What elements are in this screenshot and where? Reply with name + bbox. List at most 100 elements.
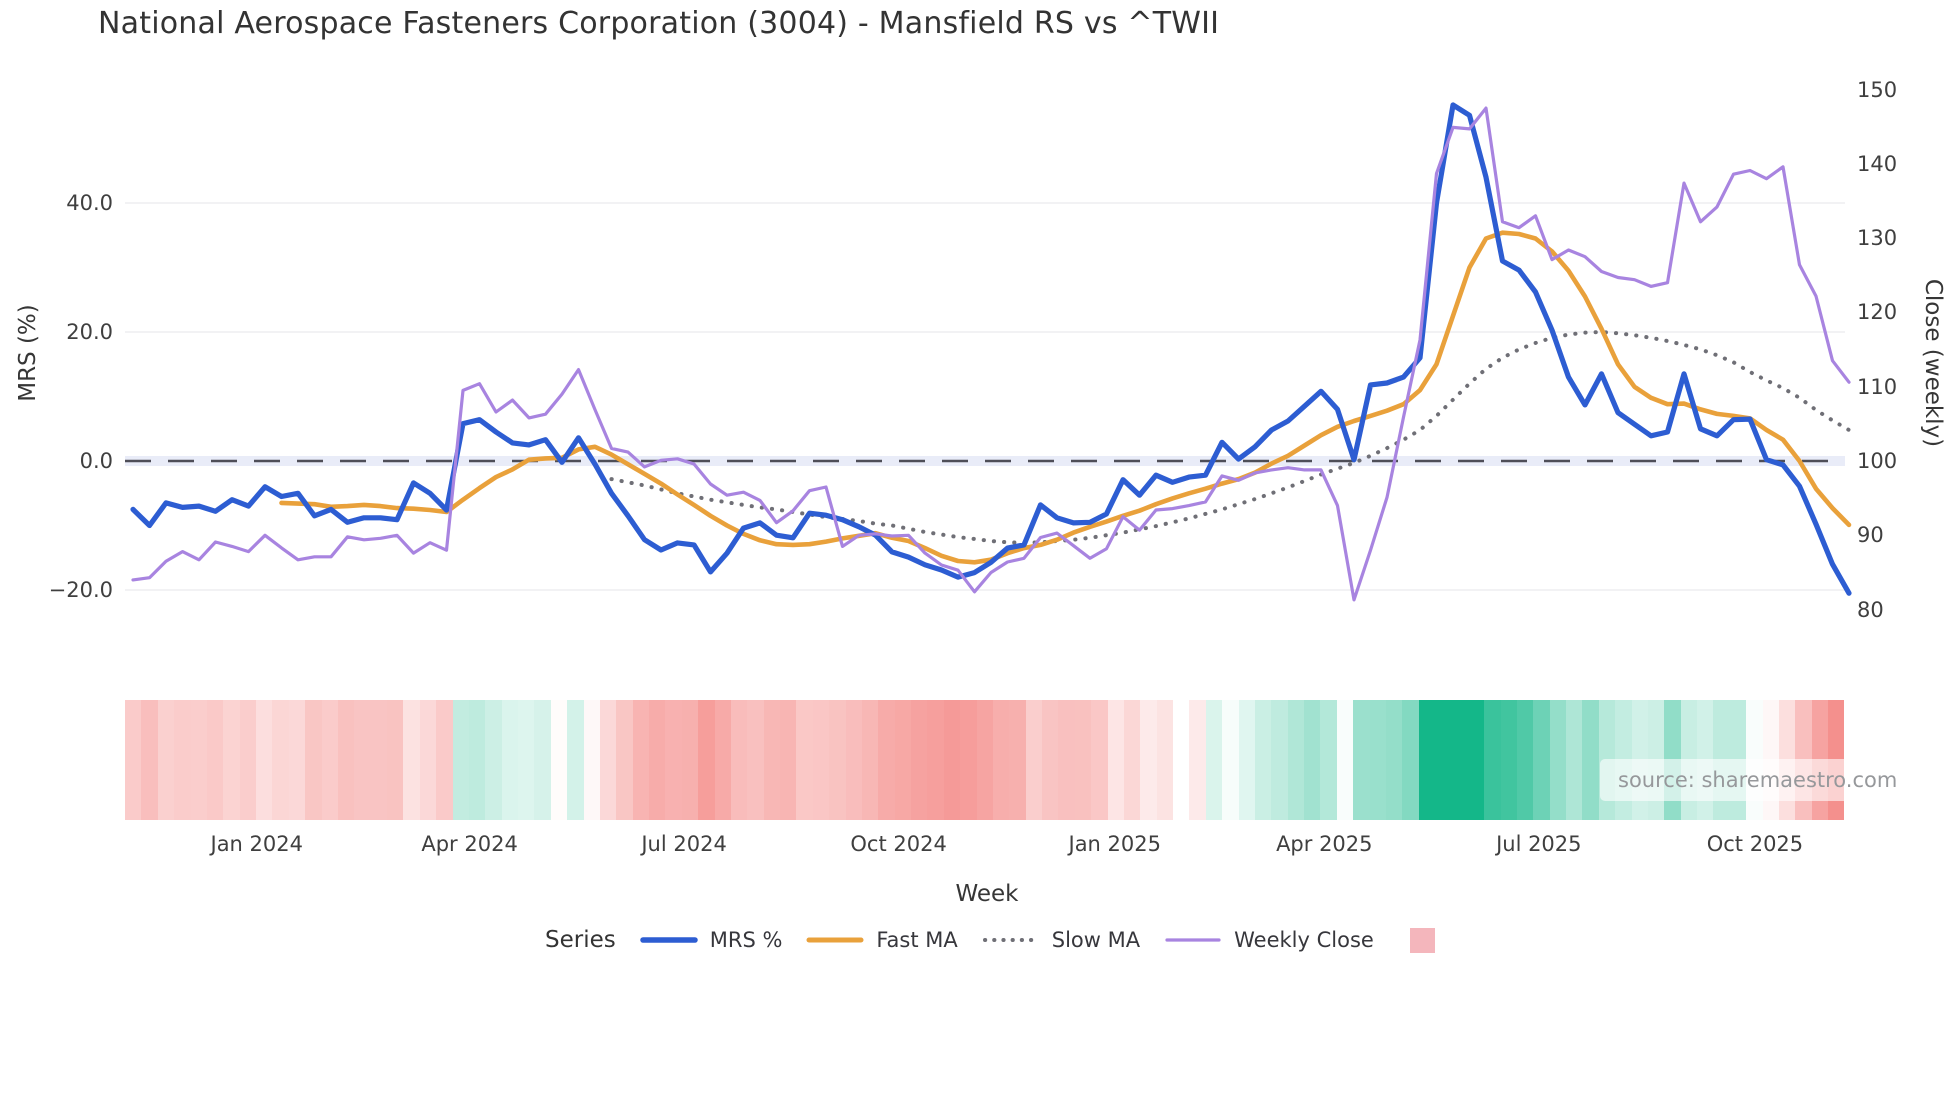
y-right-tick-label: 150 <box>1857 77 1898 102</box>
legend-item-slow-ma: Slow MA <box>982 928 1140 952</box>
heatmap-cell <box>1500 700 1517 820</box>
heatmap-cell <box>1058 700 1075 820</box>
heatmap-cell <box>501 700 518 820</box>
heatmap-cell <box>223 700 240 820</box>
x-tick-label: Apr 2025 <box>1276 832 1373 856</box>
heatmap-cell <box>845 700 862 820</box>
heatmap-cell <box>911 700 928 820</box>
heatmap-cell <box>878 700 895 820</box>
heatmap-cell <box>796 700 813 820</box>
heatmap-cell <box>649 700 666 820</box>
x-axis-title: Week <box>955 881 1019 907</box>
heatmap-cell <box>1205 700 1223 820</box>
x-tick-label: Jul 2024 <box>641 832 727 856</box>
y-left-tick-label: −20.0 <box>48 578 113 602</box>
heatmap-cell <box>927 700 944 820</box>
y-right-tick-label: 110 <box>1857 374 1898 399</box>
heatmap-cell <box>272 700 289 820</box>
heatmap-cell <box>599 700 617 820</box>
legend-item-label: Weekly Close <box>1234 928 1374 952</box>
heatmap-cell <box>1304 700 1321 820</box>
heatmap-cell <box>518 700 535 820</box>
heatmap-cell <box>1451 700 1468 820</box>
heatmap-cell <box>1484 700 1501 820</box>
legend-line-swatch <box>1165 938 1221 942</box>
x-tick-label: Jul 2025 <box>1496 832 1582 856</box>
heatmap-cell <box>616 700 633 820</box>
heatmap-cell <box>1549 700 1566 820</box>
heatmap-cell <box>1418 700 1435 820</box>
chart-title: National Aerospace Fasteners Corporation… <box>98 6 1220 41</box>
heatmap-cell <box>894 700 911 820</box>
heatmap-cell <box>1156 700 1173 820</box>
heatmap-cell <box>1467 700 1485 820</box>
heatmap-cell <box>1369 700 1386 820</box>
heatmap-cell <box>141 700 158 820</box>
legend-heatmap-swatch <box>1409 927 1435 953</box>
legend-line-swatch <box>639 937 698 943</box>
heatmap-cell <box>1287 700 1304 820</box>
heatmap-cell <box>256 700 273 820</box>
legend-title: Series <box>545 927 616 953</box>
heatmap-cell <box>1123 700 1141 820</box>
heatmap-cell <box>174 700 191 820</box>
heatmap-cell <box>829 700 846 820</box>
series-line-weekly-close <box>131 106 1851 602</box>
heatmap-cell <box>730 700 748 820</box>
heatmap-cell <box>1074 700 1092 820</box>
heatmap-cell <box>403 700 420 820</box>
heatmap-cell <box>567 700 584 820</box>
heatmap-cell <box>1402 700 1419 820</box>
heatmap-cell <box>419 700 437 820</box>
legend-item-label: Slow MA <box>1051 928 1141 952</box>
legend: Series MRS % Fast MA Slow MA Weekly Close <box>545 921 1435 959</box>
heatmap-cell <box>1173 700 1190 820</box>
heatmap-cell <box>485 700 502 820</box>
heatmap-cell <box>861 700 879 820</box>
y-left-tick-label: 40.0 <box>66 191 113 215</box>
y-right-tick-label: 120 <box>1857 300 1898 325</box>
heatmap-cell <box>354 700 371 820</box>
heatmap-cell <box>206 700 224 820</box>
heatmap-cell <box>1353 700 1370 820</box>
heatmap-cell <box>665 700 682 820</box>
heatmap-cell <box>780 700 797 820</box>
y-right-tick-label: 100 <box>1857 449 1898 473</box>
heatmap-cell <box>1042 700 1059 820</box>
heatmap-cell <box>387 700 404 820</box>
heatmap-cell <box>190 700 207 820</box>
legend-item-label: MRS % <box>709 928 783 952</box>
heatmap-cell <box>1189 700 1206 820</box>
heatmap-cell <box>1254 700 1272 820</box>
heatmap-cell <box>992 700 1010 820</box>
heatmap-cell <box>812 700 830 820</box>
heatmap-cell <box>1140 700 1157 820</box>
heatmap-cell <box>1533 700 1550 820</box>
heatmap-cell <box>370 700 387 820</box>
x-tick-label: Oct 2025 <box>1706 832 1804 856</box>
y-right-tick-label: 80 <box>1857 597 1884 622</box>
legend-line-swatch <box>806 937 864 943</box>
series-line-fast-ma <box>279 230 1852 565</box>
heatmap-cell <box>583 700 600 820</box>
heatmap-cell <box>550 700 568 820</box>
y-right-tick-label: 130 <box>1857 226 1898 251</box>
heatmap-cell <box>1238 700 1255 820</box>
heatmap-cell <box>305 700 322 820</box>
heatmap-cell <box>1435 700 1452 820</box>
legend-item-fast-ma: Fast MA <box>806 928 958 952</box>
heatmap-cell <box>681 700 699 820</box>
heatmap-cell <box>1009 700 1026 820</box>
heatmap-cell <box>1582 700 1599 820</box>
heatmap-cell <box>960 700 977 820</box>
legend-item-label: Fast MA <box>876 928 958 952</box>
heatmap-cell <box>452 700 469 820</box>
heatmap-cell <box>239 700 256 820</box>
heatmap-cell <box>436 700 453 820</box>
y-left-tick-label: 20.0 <box>66 320 113 344</box>
y-left-tick-label: 0.0 <box>79 449 113 473</box>
heatmap-cell <box>337 700 355 820</box>
heatmap-cell <box>534 700 551 820</box>
